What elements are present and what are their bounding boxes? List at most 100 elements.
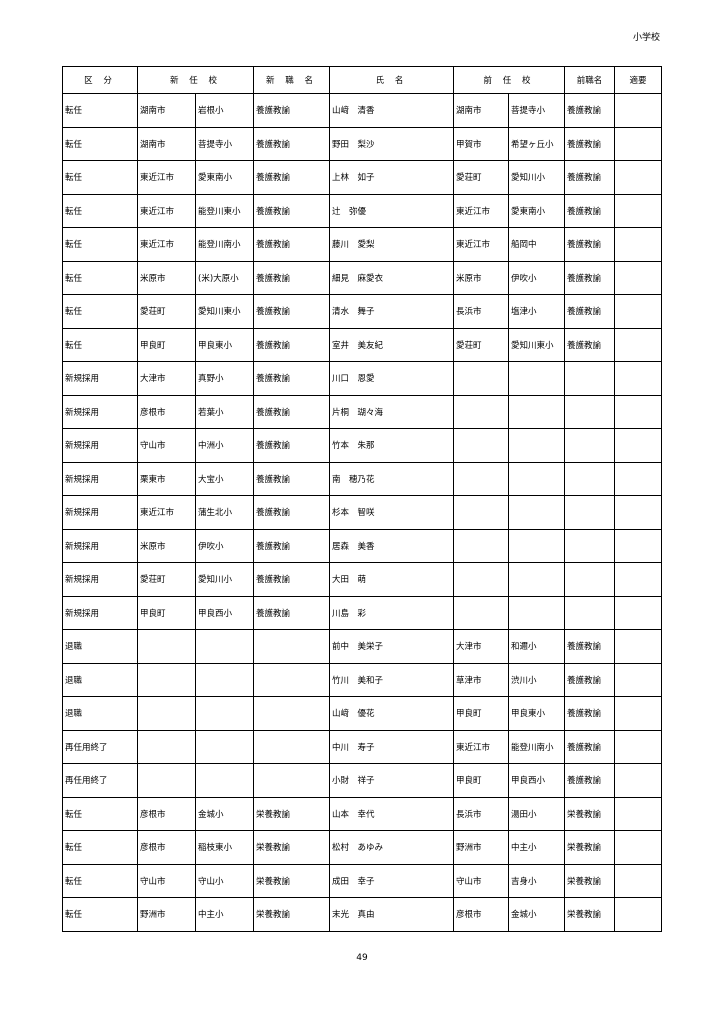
cell-prev-city: 東近江市 <box>453 729 509 764</box>
cell-prev-position <box>564 361 615 396</box>
cell-prev-school: 愛知川小 <box>508 160 565 195</box>
cell-prev-city <box>453 495 509 530</box>
cell-name: 松村 あゆみ <box>329 830 454 865</box>
cell-new-school <box>195 696 254 731</box>
cell-new-position: 養護教諭 <box>253 260 330 295</box>
cell-new-school <box>195 662 254 697</box>
cell-notes <box>614 327 662 362</box>
header-new-school: 新 任 校 <box>137 66 254 94</box>
cell-new-city: 米原市 <box>137 528 196 563</box>
cell-new-position: 養護教諭 <box>253 394 330 429</box>
cell-category: 再任用終了 <box>62 763 138 798</box>
cell-category: 転任 <box>62 160 138 195</box>
cell-name: 清水 舞子 <box>329 294 454 329</box>
cell-notes <box>614 160 662 195</box>
cell-new-city: 東近江市 <box>137 193 196 228</box>
cell-new-school: 甲良西小 <box>195 595 254 630</box>
cell-name: 中川 寿子 <box>329 729 454 764</box>
cell-prev-position: 養護教諭 <box>564 160 615 195</box>
table-row: 転任 甲良町 甲良東小 養護教諭 室井 美友紀 愛荘町 愛知川東小 養護教諭 <box>62 327 662 362</box>
cell-name: 藤川 愛梨 <box>329 227 454 262</box>
cell-prev-school <box>508 428 565 463</box>
school-level-label: 小学校 <box>632 33 660 43</box>
cell-prev-position <box>564 562 615 597</box>
cell-prev-school: 湯田小 <box>508 796 565 831</box>
cell-prev-city: 守山市 <box>453 863 509 898</box>
table-row: 新規採用 守山市 中洲小 養護教諭 竹本 朱那 <box>62 428 662 463</box>
cell-new-position: 養護教諭 <box>253 361 330 396</box>
cell-prev-school <box>508 595 565 630</box>
cell-new-school: 岩根小 <box>195 93 254 128</box>
cell-category: 新規採用 <box>62 428 138 463</box>
cell-new-position: 養護教諭 <box>253 562 330 597</box>
cell-new-school <box>195 729 254 764</box>
cell-prev-position <box>564 595 615 630</box>
cell-category: 転任 <box>62 863 138 898</box>
cell-notes <box>614 662 662 697</box>
cell-name: 山﨑 優花 <box>329 696 454 731</box>
cell-prev-position: 養護教諭 <box>564 260 615 295</box>
cell-prev-school <box>508 562 565 597</box>
cell-notes <box>614 260 662 295</box>
cell-new-city: 野洲市 <box>137 897 196 932</box>
cell-name: 大田 萌 <box>329 562 454 597</box>
table-row: 転任 東近江市 能登川東小 養護教諭辻 弥優 東近江市 愛東南小 養護教諭 <box>62 193 662 228</box>
cell-prev-city <box>453 361 509 396</box>
table-row: 新規採用 彦根市 若葉小 養護教諭 片桐 瑚々海 <box>62 394 662 429</box>
cell-new-city: 愛荘町 <box>137 562 196 597</box>
cell-prev-city: 甲良町 <box>453 763 509 798</box>
cell-prev-school: 塩津小 <box>508 294 565 329</box>
table-row: 転任 野洲市 中主小 栄養教諭 末光 真由 彦根市 金城小 栄養教諭 <box>62 897 662 932</box>
cell-new-city: 守山市 <box>137 428 196 463</box>
table-row: 退職 前中 美栄子 大津市 和邇小 養護教諭 <box>62 629 662 664</box>
cell-new-school: 真野小 <box>195 361 254 396</box>
cell-prev-position: 栄養教諭 <box>564 830 615 865</box>
cell-new-city: 湖南市 <box>137 126 196 161</box>
cell-name: 南 穂乃花 <box>329 461 454 496</box>
cell-category: 退職 <box>62 629 138 664</box>
cell-prev-position: 養護教諭 <box>564 696 615 731</box>
cell-new-position: 養護教諭 <box>253 193 330 228</box>
cell-prev-position: 栄養教諭 <box>564 796 615 831</box>
cell-category: 転任 <box>62 260 138 295</box>
cell-new-position: 栄養教諭 <box>253 796 330 831</box>
cell-new-school: 能登川南小 <box>195 227 254 262</box>
cell-name: 辻 弥優 <box>329 193 454 228</box>
table-row: 転任 湖南市 岩根小 養護教諭 山﨑 清香 湖南市 菩提寺小 養護教諭 <box>62 93 662 128</box>
cell-prev-school: 和邇小 <box>508 629 565 664</box>
cell-category: 新規採用 <box>62 562 138 597</box>
cell-new-city <box>137 729 196 764</box>
header-name: 氏 名 <box>329 66 454 94</box>
cell-prev-position: 養護教諭 <box>564 193 615 228</box>
table-row: 転任 東近江市 愛東南小 養護教諭 上林 如子 愛荘町 愛知川小 養護教諭 <box>62 160 662 195</box>
cell-prev-city <box>453 394 509 429</box>
cell-prev-city: 甲良町 <box>453 696 509 731</box>
cell-notes <box>614 394 662 429</box>
cell-new-position: 養護教諭 <box>253 327 330 362</box>
cell-name: 竹川 美和子 <box>329 662 454 697</box>
cell-notes <box>614 562 662 597</box>
cell-new-position: 養護教諭 <box>253 428 330 463</box>
cell-new-school: 守山小 <box>195 863 254 898</box>
cell-prev-city: 長浜市 <box>453 796 509 831</box>
cell-prev-school <box>508 461 565 496</box>
cell-new-city <box>137 763 196 798</box>
cell-notes <box>614 528 662 563</box>
cell-prev-city: 大津市 <box>453 629 509 664</box>
cell-name: 室井 美友紀 <box>329 327 454 362</box>
cell-new-city: 東近江市 <box>137 495 196 530</box>
cell-prev-position <box>564 461 615 496</box>
cell-new-school: 若葉小 <box>195 394 254 429</box>
cell-notes <box>614 897 662 932</box>
cell-new-city: 甲良町 <box>137 595 196 630</box>
cell-prev-city: 彦根市 <box>453 897 509 932</box>
cell-new-city: 彦根市 <box>137 830 196 865</box>
cell-name: 成田 幸子 <box>329 863 454 898</box>
header-previous-position: 前職名 <box>564 66 615 94</box>
cell-new-school <box>195 629 254 664</box>
cell-prev-school <box>508 361 565 396</box>
cell-prev-city <box>453 528 509 563</box>
cell-new-school: 愛東南小 <box>195 160 254 195</box>
cell-notes <box>614 126 662 161</box>
cell-name: 上林 如子 <box>329 160 454 195</box>
